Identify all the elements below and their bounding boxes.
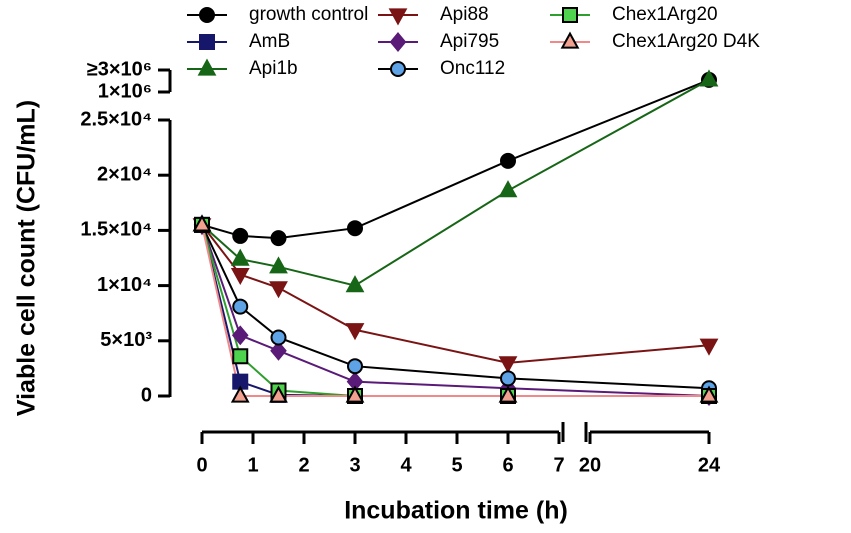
marker: [699, 338, 719, 356]
marker: [199, 7, 215, 23]
y-tick-label: ≥3×10⁶: [87, 58, 152, 80]
series-line: [201, 224, 710, 390]
legend-item: Chex1Arg20 D4K: [550, 31, 760, 52]
x-tick-label: 24: [698, 454, 721, 476]
series-line: [201, 224, 709, 397]
marker: [345, 275, 365, 293]
marker: [388, 8, 408, 26]
legend-label: growth control: [249, 4, 368, 25]
series-markers: [194, 216, 717, 404]
marker: [347, 358, 363, 375]
marker: [345, 323, 365, 341]
marker: [192, 214, 212, 232]
marker: [498, 356, 518, 374]
marker: [562, 7, 578, 23]
y-tick-label: 5×10³: [100, 329, 152, 351]
x-tick-label: 0: [196, 454, 207, 476]
series-line: [201, 224, 710, 397]
marker: [270, 329, 287, 346]
marker: [269, 256, 288, 274]
marker: [269, 281, 288, 299]
marker: [500, 152, 516, 169]
series-markers: [194, 216, 717, 397]
legend-item: Onc112: [378, 58, 505, 79]
marker: [345, 385, 365, 403]
legend-item: Api1b: [187, 58, 298, 79]
marker: [230, 248, 250, 266]
series-markers: [193, 214, 718, 406]
marker: [232, 348, 249, 365]
y-tick-label: 1×10⁶: [98, 80, 152, 102]
legend-item: Api795: [378, 31, 499, 52]
legend-label: Chex1Arg20 D4K: [612, 31, 760, 52]
marker: [347, 220, 363, 237]
y-tick-label: 2.5×10⁴: [80, 108, 152, 130]
marker: [560, 31, 580, 49]
marker: [199, 34, 215, 50]
legend-label: AmB: [249, 31, 290, 52]
x-tick-label: 20: [579, 454, 601, 476]
marker: [270, 340, 287, 361]
marker: [232, 298, 249, 315]
series-line: [201, 224, 710, 364]
y-tick-label: 0: [141, 384, 152, 406]
x-tick-label: 1: [247, 454, 258, 476]
legend-item: AmB: [187, 31, 290, 52]
y-axis-label: Viable cell count (CFU/mL): [13, 100, 41, 416]
legend-item: growth control: [187, 4, 368, 25]
x-tick-label: 2: [298, 454, 309, 476]
legend-label: Api88: [440, 4, 489, 25]
marker: [230, 267, 250, 286]
marker: [269, 385, 288, 403]
marker: [389, 32, 407, 52]
marker: [231, 325, 249, 346]
marker: [699, 385, 719, 403]
marker: [498, 180, 518, 198]
marker: [500, 370, 516, 387]
marker: [390, 61, 406, 77]
y-tick-label: 1×10⁴: [97, 274, 152, 296]
x-axis-label: Incubation time (h): [344, 497, 568, 525]
series-line: [201, 78, 710, 240]
x-tick-label: 6: [502, 454, 513, 476]
legend-label: Api1b: [249, 58, 298, 79]
y-tick-label: 2×10⁴: [97, 163, 152, 185]
x-tick-label: 4: [400, 454, 412, 476]
marker: [197, 58, 217, 76]
series-markers: [192, 69, 719, 293]
x-tick-label: 5: [451, 454, 462, 476]
legend-item: Chex1Arg20: [550, 4, 718, 25]
marker: [232, 227, 249, 244]
series-line: [201, 224, 709, 397]
legend-label: Onc112: [440, 58, 505, 79]
marker: [230, 385, 250, 403]
series-line: [201, 224, 709, 397]
marker: [270, 230, 287, 247]
y-tick-label: 1.5×10⁴: [80, 219, 152, 241]
marker: [498, 385, 518, 403]
legend-label: Api795: [440, 31, 499, 52]
series-markers: [194, 71, 717, 247]
x-tick-label: 7: [553, 454, 564, 476]
x-tick-label: 3: [349, 454, 360, 476]
marker: [699, 69, 719, 87]
legend-item: Api88: [378, 4, 489, 26]
series-markers: [192, 214, 719, 403]
series-markers: [194, 216, 717, 404]
legend-label: Chex1Arg20: [612, 4, 718, 25]
series-line: [201, 79, 710, 287]
